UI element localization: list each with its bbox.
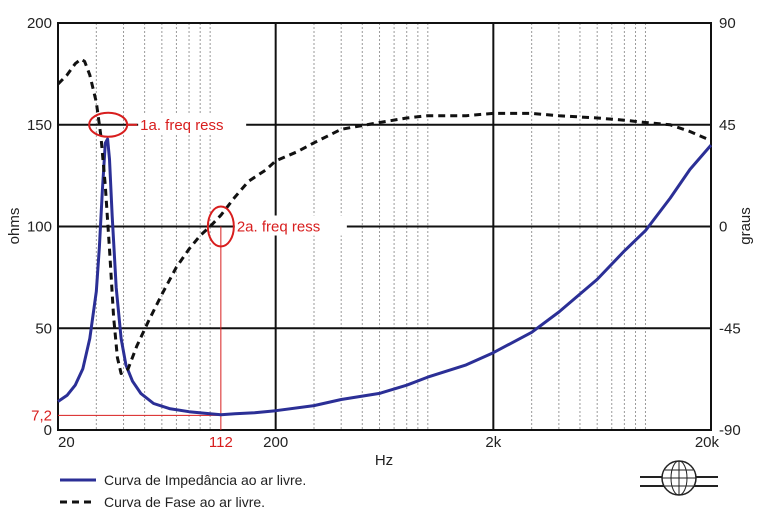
- y-left-tick-label: 150: [27, 117, 52, 134]
- y-right-tick-label: 90: [719, 15, 736, 32]
- annotations-layer: 112 7,2 1a. freq ress 2a. freq ress: [31, 111, 347, 451]
- x-tick-label: 20k: [695, 434, 720, 451]
- legend-impedance-label: Curva de Impedância ao ar livre.: [104, 472, 306, 488]
- x-tick-label: 20: [58, 434, 75, 451]
- reference-lines: [58, 226, 222, 430]
- y-axis-right-label: graus: [737, 207, 754, 245]
- phase-curve: [56, 57, 712, 375]
- y-left-tick-label: 0: [44, 422, 52, 439]
- impedance-curve: [57, 137, 713, 417]
- y-right-tick-label: -90: [719, 422, 741, 439]
- annotation-label-2: 2a. freq ress: [237, 219, 320, 236]
- y-left-tick-label: 100: [27, 219, 52, 236]
- plot-frame: [57, 22, 712, 431]
- x-tick-label: 200: [263, 434, 288, 451]
- reference-y-label: 7,2: [31, 407, 52, 424]
- annotation-label-bg-2: [234, 215, 347, 236]
- x-axis-label: Hz: [375, 452, 393, 469]
- reference-x-label: 112: [209, 434, 233, 451]
- legend: Curva de Impedância ao ar livre. Curva d…: [60, 472, 306, 510]
- annotation-circle-2: [206, 205, 235, 248]
- y-axis-left-label: ohms: [6, 208, 23, 245]
- tick-labels: 20 200 2k 20k 0 50 100 150 200 -90 -45 0 45 90: [27, 15, 741, 451]
- y-left-tick-label: 200: [27, 15, 52, 32]
- y-right-tick-label: 0: [719, 219, 727, 236]
- series-layer: [56, 57, 713, 417]
- y-right-tick-label: -45: [719, 320, 741, 337]
- x-tick-label: 2k: [485, 434, 501, 451]
- grid: [57, 22, 712, 431]
- y-right-tick-label: 45: [719, 117, 736, 134]
- legend-phase-label: Curva de Fase ao ar livre.: [104, 494, 265, 510]
- annotation-label-1: 1a. freq ress: [140, 117, 223, 134]
- annotation-label-bg-1: [138, 113, 247, 134]
- y-left-tick-label: 50: [35, 320, 52, 337]
- bk-globe-logo: [640, 460, 718, 496]
